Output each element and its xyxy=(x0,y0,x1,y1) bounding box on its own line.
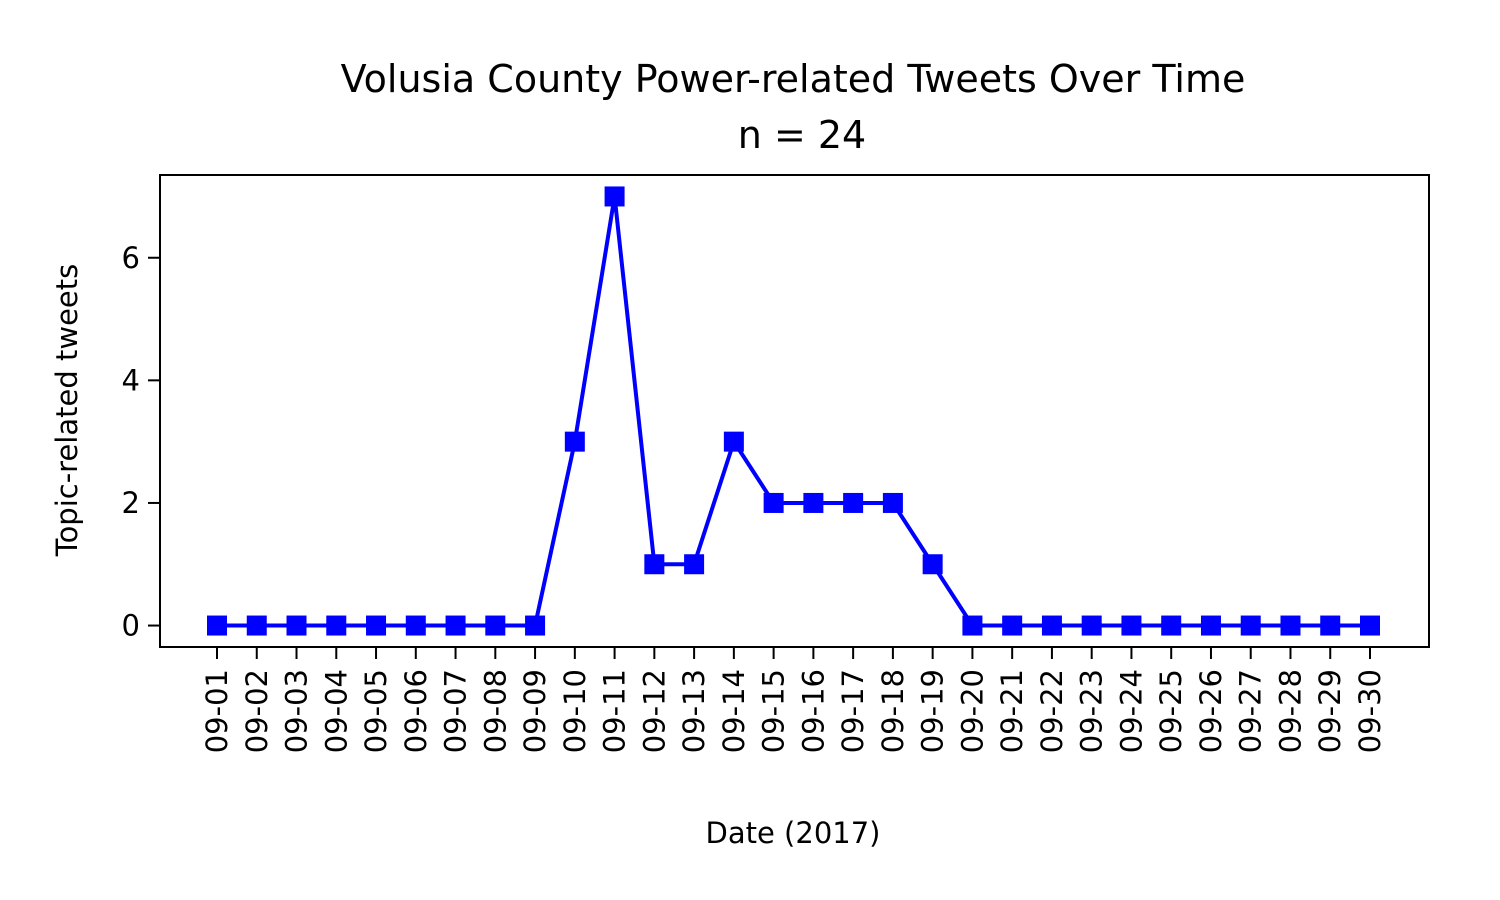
y-tick-label: 6 xyxy=(122,241,140,275)
plot-frame xyxy=(159,174,1430,648)
data-point-marker xyxy=(962,615,983,636)
x-tick-label: 09-15 xyxy=(757,669,791,753)
data-point-marker xyxy=(246,615,267,636)
data-point-marker xyxy=(1081,615,1102,636)
x-tick-label: 09-28 xyxy=(1273,669,1307,753)
x-axis-label: Date (2017) xyxy=(706,816,881,850)
series-markers xyxy=(207,186,1380,636)
data-point-marker xyxy=(326,615,347,636)
x-tick-label: 09-06 xyxy=(399,669,433,753)
series-line xyxy=(215,194,1372,628)
x-tick-label: 09-22 xyxy=(1035,669,1069,753)
x-tick-label: 09-01 xyxy=(200,669,234,753)
data-point-marker xyxy=(922,554,943,575)
data-point-marker xyxy=(525,615,546,636)
x-tick-label: 09-30 xyxy=(1353,669,1387,753)
x-tick-label: 09-23 xyxy=(1075,669,1109,753)
y-tick-label: 0 xyxy=(122,609,140,643)
data-point-marker xyxy=(723,431,744,452)
y-tick-label: 2 xyxy=(122,486,140,520)
data-point-marker xyxy=(1200,615,1221,636)
x-tick-label: 09-21 xyxy=(995,669,1029,753)
x-tick-label: 09-18 xyxy=(876,669,910,753)
data-point-marker xyxy=(1320,615,1341,636)
data-point-marker xyxy=(644,554,665,575)
data-point-marker xyxy=(366,615,387,636)
data-point-marker xyxy=(882,492,903,513)
x-axis-ticks: 09-01 09-02 09-03 09-04 09-05 09-06 09-07 09-08… xyxy=(200,647,1387,753)
data-point-marker xyxy=(1280,615,1301,636)
x-tick-label: 09-17 xyxy=(836,669,870,753)
x-tick-label: 09-20 xyxy=(955,669,989,753)
x-tick-label: 09-02 xyxy=(240,669,274,753)
data-point-marker xyxy=(445,615,466,636)
x-tick-label: 09-24 xyxy=(1114,669,1148,753)
data-point-marker xyxy=(286,615,307,636)
data-point-marker xyxy=(763,492,784,513)
x-tick-label: 09-10 xyxy=(558,669,592,753)
x-tick-label: 09-03 xyxy=(280,669,314,753)
x-tick-label: 09-29 xyxy=(1313,669,1347,753)
data-point-marker xyxy=(207,615,227,636)
x-tick-label: 09-16 xyxy=(796,669,830,753)
x-tick-label: 09-05 xyxy=(359,669,393,753)
x-tick-label: 09-11 xyxy=(598,669,632,753)
x-tick-label: 09-14 xyxy=(717,669,751,753)
data-point-marker xyxy=(1240,615,1261,636)
x-tick-label: 09-25 xyxy=(1154,669,1188,753)
data-point-marker xyxy=(1161,615,1182,636)
x-tick-label: 09-07 xyxy=(439,669,473,753)
x-tick-label: 09-12 xyxy=(637,669,671,753)
y-axis-label: Topic-related tweets xyxy=(50,264,84,557)
x-tick-label: 09-19 xyxy=(916,669,950,753)
data-point-marker xyxy=(1002,615,1023,636)
x-tick-label: 09-08 xyxy=(478,669,512,753)
data-point-marker xyxy=(1360,615,1380,636)
data-point-marker xyxy=(1041,615,1062,636)
x-tick-label: 09-13 xyxy=(677,669,711,753)
y-axis-ticks: 0 2 4 6 xyxy=(122,241,160,643)
x-tick-label: 09-26 xyxy=(1194,669,1228,753)
data-point-marker xyxy=(1121,615,1142,636)
data-point-marker xyxy=(843,492,864,513)
chart-title: Volusia County Power-related Tweets Over… xyxy=(341,57,1246,101)
data-point-marker xyxy=(684,554,705,575)
x-tick-label: 09-04 xyxy=(319,669,353,753)
x-tick-label: 09-27 xyxy=(1234,669,1268,753)
data-point-marker xyxy=(604,186,625,207)
x-tick-label: 09-09 xyxy=(518,669,552,753)
data-point-marker xyxy=(803,492,824,513)
chart-subtitle: n = 24 xyxy=(738,113,866,157)
data-point-marker xyxy=(485,615,506,636)
data-point-marker xyxy=(564,431,585,452)
data-point-marker xyxy=(405,615,426,636)
y-tick-label: 4 xyxy=(122,363,140,397)
